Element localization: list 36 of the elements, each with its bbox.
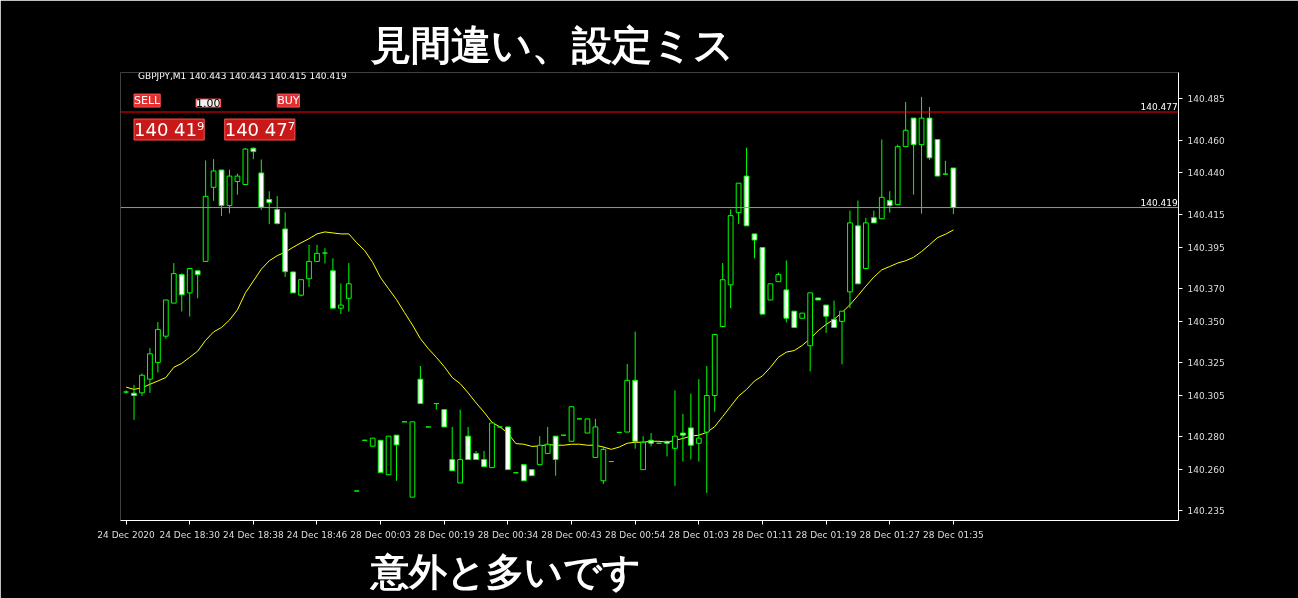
y-tick-label: 140.260 — [1187, 464, 1225, 475]
x-tick-label: 24 Dec 2020 — [97, 529, 156, 540]
x-tick-label: 24 Dec 18:38 — [223, 529, 284, 540]
ref-line-label: 140.477 — [1140, 102, 1178, 113]
x-tick-label: 28 Dec 01:35 — [923, 529, 984, 540]
ref-line-label: 140.419 — [1140, 197, 1178, 208]
y-tick-label: 140.415 — [1187, 209, 1225, 220]
x-tick-label: 24 Dec 18:46 — [286, 529, 348, 540]
x-tick-label: 28 Dec 01:19 — [795, 529, 857, 540]
x-tick-label: 28 Dec 00:54 — [604, 529, 666, 540]
x-tick-label: 24 Dec 18:30 — [159, 529, 221, 540]
y-tick-label: 140.440 — [1187, 168, 1225, 179]
chart-subtitle: GBPJPY,M1 140.443 140.443 140.415 140.419 — [138, 71, 347, 82]
annotation: SELL — [134, 94, 162, 108]
annotation: 140 41⁹ — [134, 119, 205, 141]
chart-title: 見間違い、設定ミス — [369, 21, 734, 68]
x-tick-label: 28 Dec 00:19 — [414, 529, 475, 540]
y-tick-label: 140.395 — [1187, 242, 1225, 253]
y-tick-label: 140.460 — [1187, 135, 1225, 146]
x-tick-label: 28 Dec 00:34 — [477, 529, 539, 540]
y-tick-label: 140.325 — [1187, 357, 1225, 368]
y-tick-label: 140.370 — [1187, 283, 1225, 294]
y-tick-label: 140.235 — [1187, 506, 1225, 517]
x-tick-label: 28 Dec 01:03 — [668, 529, 730, 540]
x-tick-label: 28 Dec 00:03 — [350, 529, 411, 540]
y-tick-label: 140.350 — [1187, 316, 1225, 327]
x-tick-label: 28 Dec 00:43 — [541, 529, 602, 540]
annotation: 140 47⁷ — [224, 119, 295, 141]
annotation: 1.00 — [196, 97, 221, 111]
x-tick-label: 28 Dec 01:27 — [859, 529, 921, 540]
y-tick-label: 140.305 — [1187, 390, 1225, 401]
y-tick-label: 140.280 — [1187, 432, 1225, 442]
annotation: BUY — [277, 94, 300, 108]
y-tick-label: 140.485 — [1187, 94, 1225, 105]
text: 意外と多いです — [368, 549, 641, 594]
x-tick-label: 28 Dec 01:11 — [732, 529, 793, 540]
